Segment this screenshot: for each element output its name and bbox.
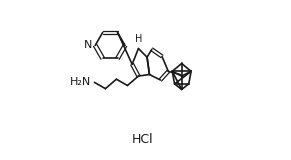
Text: HCl: HCl xyxy=(132,133,153,146)
Text: H: H xyxy=(135,34,142,44)
Text: H₂N: H₂N xyxy=(70,77,91,87)
Text: N: N xyxy=(84,40,92,50)
